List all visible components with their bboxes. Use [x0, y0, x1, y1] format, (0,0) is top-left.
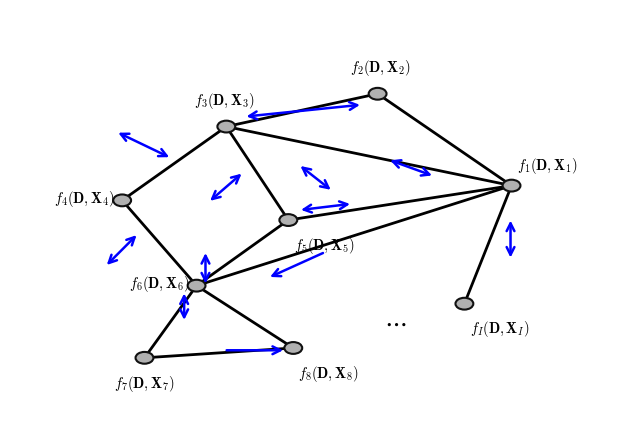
Text: $f_I(\mathbf{D}, \mathbf{X}_I)$: $f_I(\mathbf{D}, \mathbf{X}_I)$	[470, 320, 530, 340]
Circle shape	[218, 121, 236, 132]
Text: $f_4(\mathbf{D}, \mathbf{X}_4)$: $f_4(\mathbf{D}, \mathbf{X}_4)$	[54, 189, 115, 209]
Text: $f_8(\mathbf{D}, \mathbf{X}_8)$: $f_8(\mathbf{D}, \mathbf{X}_8)$	[298, 364, 359, 384]
Text: $f_5(\mathbf{D}, \mathbf{X}_5)$: $f_5(\mathbf{D}, \mathbf{X}_5)$	[294, 236, 355, 256]
Text: $f_6(\mathbf{D}, \mathbf{X}_6)$: $f_6(\mathbf{D}, \mathbf{X}_6)$	[129, 274, 189, 294]
Circle shape	[188, 280, 205, 291]
Text: $f_1(\mathbf{D}, \mathbf{X}_1)$: $f_1(\mathbf{D}, \mathbf{X}_1)$	[518, 156, 578, 176]
Text: $f_7(\mathbf{D}, \mathbf{X}_7)$: $f_7(\mathbf{D}, \mathbf{X}_7)$	[114, 374, 175, 394]
Circle shape	[502, 180, 520, 192]
Circle shape	[113, 194, 131, 206]
Text: $\cdots$: $\cdots$	[384, 312, 406, 335]
Circle shape	[456, 298, 474, 310]
Circle shape	[284, 342, 302, 354]
Text: $f_3(\mathbf{D}, \mathbf{X}_3)$: $f_3(\mathbf{D}, \mathbf{X}_3)$	[193, 91, 254, 111]
Circle shape	[280, 214, 297, 226]
Circle shape	[369, 88, 387, 100]
Circle shape	[136, 352, 154, 364]
Text: $f_2(\mathbf{D}, \mathbf{X}_2)$: $f_2(\mathbf{D}, \mathbf{X}_2)$	[350, 58, 410, 78]
